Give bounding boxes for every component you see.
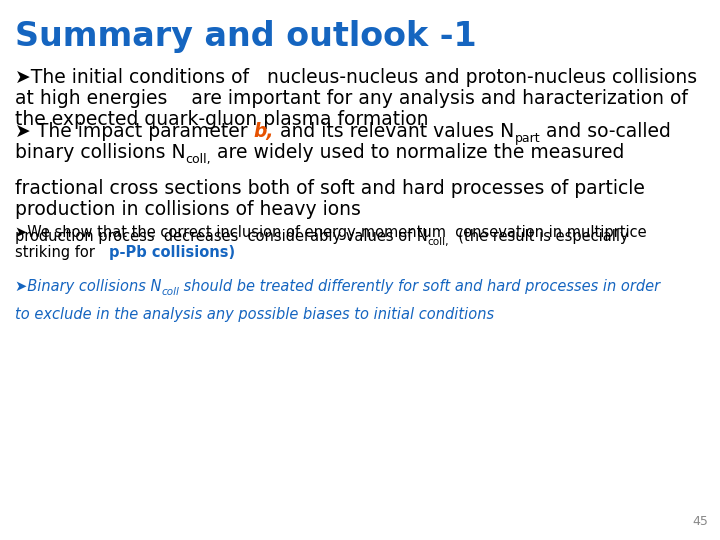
Text: Summary and outlook -1: Summary and outlook -1 [15,20,477,53]
Text: ➤We show that the correct inclusion of energy-momentum  consevation in multiprti: ➤We show that the correct inclusion of e… [15,225,647,240]
Text: ➤Binary collisions Ν: ➤Binary collisions Ν [15,279,161,294]
Text: and its relevant values N: and its relevant values N [274,122,514,141]
Text: to exclude in the analysis any possible biases to initial conditions: to exclude in the analysis any possible … [15,307,494,322]
Text: p-Pb collisions): p-Pb collisions) [109,245,235,260]
Text: (the result is especially: (the result is especially [449,229,629,244]
Text: the expected quark-gluon plasma formation: the expected quark-gluon plasma formatio… [15,110,428,129]
Text: are widely used to normalize the measured: are widely used to normalize the measure… [211,143,625,162]
Text: binary collisions Ν: binary collisions Ν [15,143,186,162]
Text: b,: b, [253,122,274,141]
Text: coll,: coll, [428,237,449,247]
Text: striking for: striking for [15,245,109,260]
Text: coll,: coll, [186,153,211,166]
Text: at high energies    are important for any analysis and haracterization of: at high energies are important for any a… [15,89,688,108]
Text: production process  decreases  considerably values of Ν: production process decreases considerabl… [15,229,428,244]
Text: fractional cross sections both of soft and hard processes of particle: fractional cross sections both of soft a… [15,179,645,198]
Text: should be treated differently for soft and hard processes in order: should be treated differently for soft a… [179,279,660,294]
Text: ➤The initial conditions of   nucleus-nucleus and proton-nucleus collisions: ➤The initial conditions of nucleus-nucle… [15,68,697,87]
Text: production in collisions of heavy ions: production in collisions of heavy ions [15,200,361,219]
Text: ➤ The impact parameter: ➤ The impact parameter [15,122,253,141]
Text: and so-called: and so-called [540,122,671,141]
Text: 45: 45 [692,515,708,528]
Text: coll: coll [161,287,179,297]
Text: part: part [514,132,540,145]
